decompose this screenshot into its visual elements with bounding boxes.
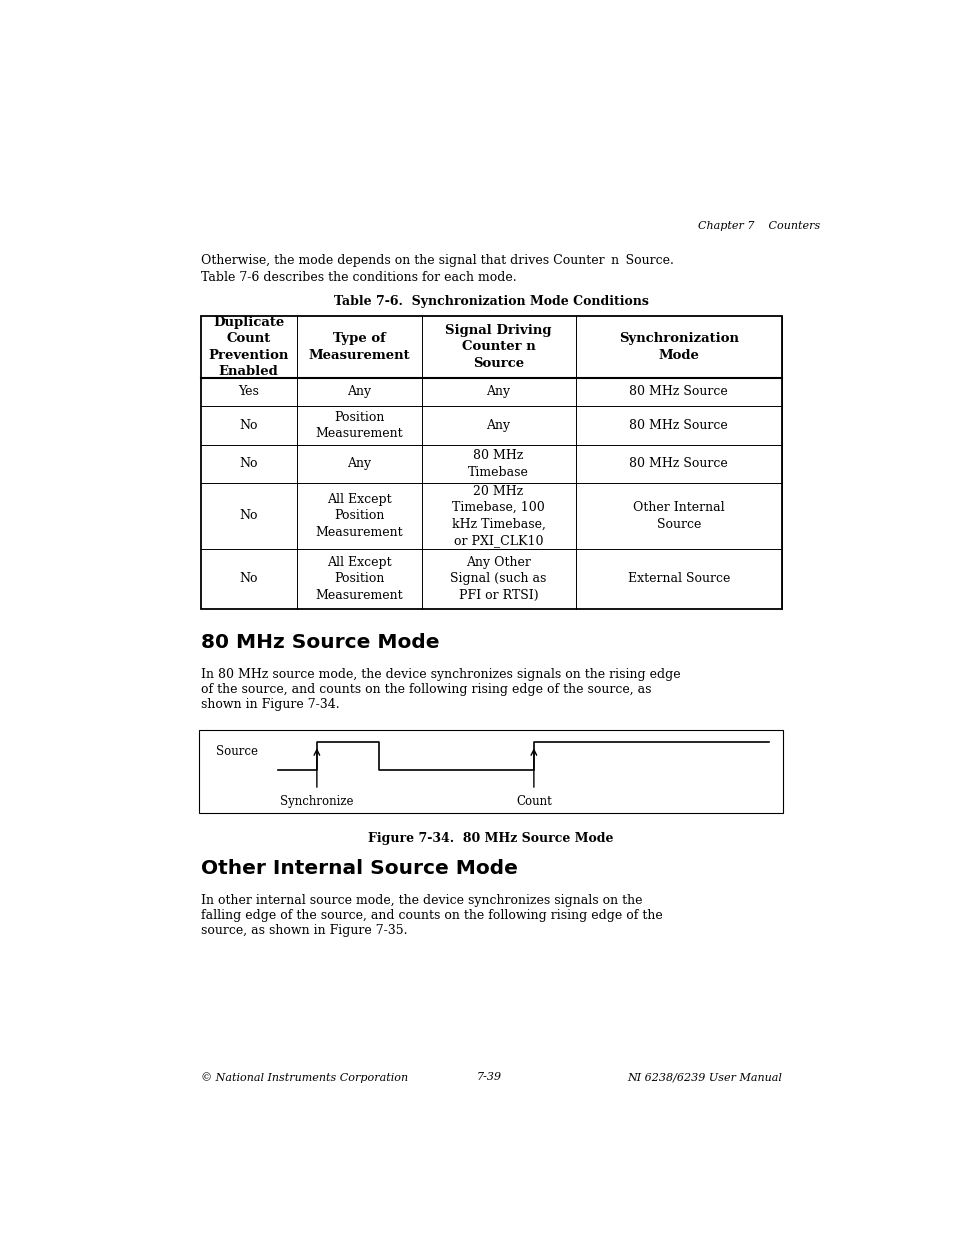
Text: falling edge of the source, and counts on the following rising edge of the: falling edge of the source, and counts o… bbox=[200, 909, 661, 923]
Text: Figure 7-34.  80 MHz Source Mode: Figure 7-34. 80 MHz Source Mode bbox=[368, 832, 614, 845]
Text: No: No bbox=[239, 509, 257, 522]
Text: 80 MHz
Timebase: 80 MHz Timebase bbox=[468, 450, 528, 479]
Text: Position
Measurement: Position Measurement bbox=[314, 411, 402, 440]
Text: 80 MHz Source: 80 MHz Source bbox=[629, 419, 727, 432]
Text: 20 MHz
Timebase, 100
kHz Timebase,
or PXI_CLK10: 20 MHz Timebase, 100 kHz Timebase, or PX… bbox=[451, 484, 545, 547]
Text: Chapter 7    Counters: Chapter 7 Counters bbox=[697, 221, 819, 231]
Text: 80 MHz Source: 80 MHz Source bbox=[629, 457, 727, 471]
Text: Table 7-6 describes the conditions for each mode.: Table 7-6 describes the conditions for e… bbox=[200, 272, 516, 284]
Text: Any: Any bbox=[486, 385, 510, 399]
Text: Other Internal
Source: Other Internal Source bbox=[632, 501, 723, 531]
Text: Table 7-6.  Synchronization Mode Conditions: Table 7-6. Synchronization Mode Conditio… bbox=[334, 294, 648, 308]
Text: Count: Count bbox=[516, 794, 551, 808]
Text: 80 MHz Source Mode: 80 MHz Source Mode bbox=[200, 634, 438, 652]
Text: Duplicate
Count
Prevention
Enabled: Duplicate Count Prevention Enabled bbox=[208, 316, 289, 378]
Text: Type of
Measurement: Type of Measurement bbox=[308, 332, 410, 362]
Bar bbox=[200, 316, 781, 609]
Text: © National Instruments Corporation: © National Instruments Corporation bbox=[200, 1072, 407, 1083]
Text: Otherwise, the mode depends on the signal that drives Counter  n  Source.: Otherwise, the mode depends on the signa… bbox=[200, 254, 673, 268]
Text: Source: Source bbox=[216, 745, 258, 758]
Text: Any: Any bbox=[347, 385, 371, 399]
Text: Yes: Yes bbox=[238, 385, 259, 399]
Text: Synchronization
Mode: Synchronization Mode bbox=[618, 332, 738, 362]
Text: source, as shown in Figure 7-35.: source, as shown in Figure 7-35. bbox=[200, 924, 407, 937]
Text: In 80 MHz source mode, the device synchronizes signals on the rising edge: In 80 MHz source mode, the device synchr… bbox=[200, 668, 679, 680]
Text: NI 6238/6239 User Manual: NI 6238/6239 User Manual bbox=[626, 1072, 781, 1082]
Bar bbox=[199, 730, 782, 813]
Text: Synchronize: Synchronize bbox=[280, 794, 354, 808]
Text: No: No bbox=[239, 572, 257, 585]
Text: Other Internal Source Mode: Other Internal Source Mode bbox=[200, 860, 517, 878]
Text: All Except
Position
Measurement: All Except Position Measurement bbox=[314, 556, 402, 601]
Text: of the source, and counts on the following rising edge of the source, as: of the source, and counts on the followi… bbox=[200, 683, 651, 697]
Text: 7-39: 7-39 bbox=[476, 1072, 501, 1082]
Text: No: No bbox=[239, 419, 257, 432]
Text: shown in Figure 7-34.: shown in Figure 7-34. bbox=[200, 698, 339, 711]
Text: Any Other
Signal (such as
PFI or RTSI): Any Other Signal (such as PFI or RTSI) bbox=[450, 556, 546, 601]
Text: In other internal source mode, the device synchronizes signals on the: In other internal source mode, the devic… bbox=[200, 894, 641, 906]
Text: No: No bbox=[239, 457, 257, 471]
Text: All Except
Position
Measurement: All Except Position Measurement bbox=[314, 493, 402, 538]
Text: Signal Driving
Counter n
Source: Signal Driving Counter n Source bbox=[445, 324, 551, 369]
Text: External Source: External Source bbox=[627, 572, 729, 585]
Text: Any: Any bbox=[486, 419, 510, 432]
Text: 80 MHz Source: 80 MHz Source bbox=[629, 385, 727, 399]
Text: Any: Any bbox=[347, 457, 371, 471]
